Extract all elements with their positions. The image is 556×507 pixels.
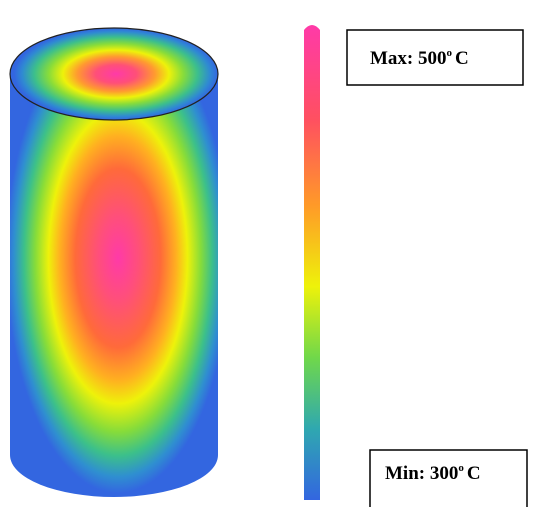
cylinder-side (10, 74, 218, 497)
max-label: Max: 500o C (370, 47, 469, 69)
min-label: Min: 300o C (385, 462, 481, 484)
min-degree: o (458, 462, 464, 474)
color-bar (304, 25, 320, 500)
min-box (369, 449, 528, 507)
max-box (346, 29, 524, 86)
cylinder-top (9, 27, 219, 121)
cylinder (9, 27, 219, 497)
max-degree: o (447, 47, 453, 59)
min-text: Min: 300 (385, 463, 458, 484)
min-label-box: Min: 300o C (369, 449, 528, 507)
max-unit: C (455, 48, 469, 69)
max-text: Max: 500 (370, 48, 447, 69)
min-unit: C (467, 463, 481, 484)
max-label-box: Max: 500o C (346, 29, 524, 86)
